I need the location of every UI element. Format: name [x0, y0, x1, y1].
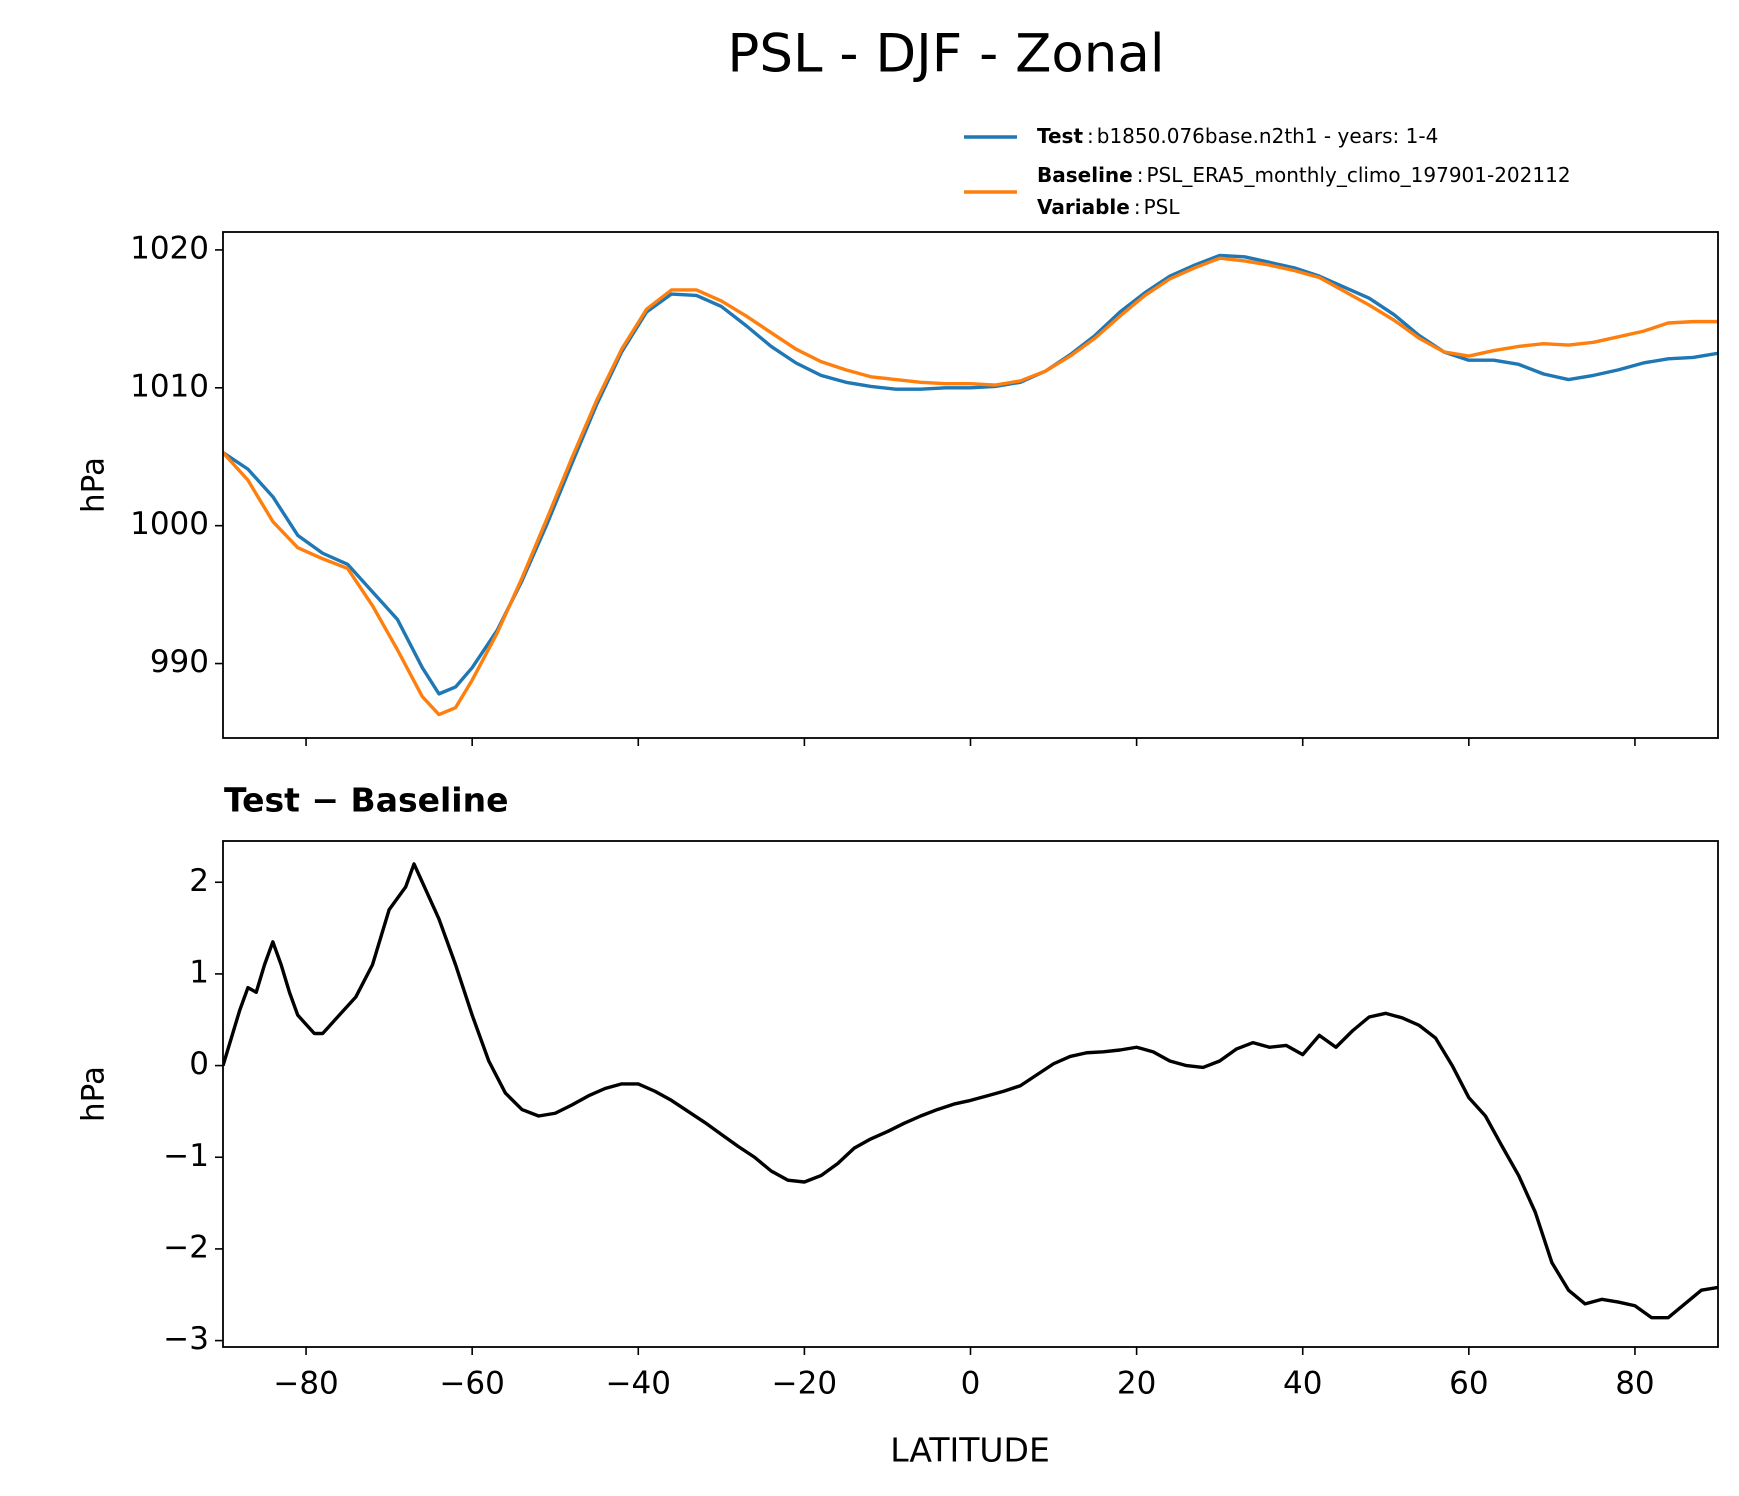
- y-tick-label: −3: [163, 1321, 209, 1357]
- x-tick-label: 40: [1283, 1366, 1322, 1402]
- data-line: [223, 253, 1718, 696]
- y-tick-label: −1: [163, 1138, 209, 1174]
- x-axis-label: LATITUDE: [890, 1431, 1050, 1470]
- plot-frame: [222, 840, 1719, 1348]
- x-tick-label: 80: [1615, 1366, 1654, 1402]
- y-axis-label: hPa: [76, 1066, 112, 1122]
- x-tick-label: −40: [606, 1366, 671, 1402]
- subplot-title: Test − Baseline: [224, 781, 509, 820]
- legend-separator: :: [1087, 124, 1094, 148]
- legend-separator: :: [1134, 195, 1141, 219]
- legend-text: PSL_ERA5_monthly_climo_197901-202112: [1146, 163, 1570, 187]
- legend-text: PSL: [1144, 195, 1181, 219]
- y-tick-label: 1: [189, 954, 209, 990]
- x-tick-label: −80: [273, 1366, 338, 1402]
- x-tick-label: 0: [961, 1366, 981, 1402]
- y-tick-label: 990: [150, 644, 209, 680]
- y-tick-label: 1010: [130, 368, 209, 404]
- x-tick-label: −20: [772, 1366, 837, 1402]
- plot-frame: [222, 231, 1719, 739]
- y-tick-label: 1000: [130, 506, 209, 542]
- x-tick-label: 60: [1449, 1366, 1488, 1402]
- y-tick-label: 1020: [130, 230, 209, 266]
- legend-text: b1850.076base.n2th1 - years: 1-4: [1097, 124, 1439, 148]
- x-tick-label: 20: [1117, 1366, 1156, 1402]
- data-line: [223, 256, 1718, 717]
- figure-title: PSL - DJF - Zonal: [727, 24, 1164, 85]
- y-tick-label: 2: [189, 863, 209, 899]
- legend-name: Baseline: [1037, 163, 1133, 187]
- legend-separator: :: [1137, 163, 1144, 187]
- legend-entry: Test: b1850.076base.n2th1 - years: 1-4: [1037, 124, 1438, 148]
- x-tick-label: −60: [439, 1366, 504, 1402]
- legend-name: Variable: [1037, 195, 1130, 219]
- legend-entry: Baseline: PSL_ERA5_monthly_climo_197901-2…: [1037, 163, 1571, 187]
- legend-name: Test: [1037, 124, 1083, 148]
- y-tick-label: −2: [163, 1229, 209, 1265]
- data-line: [223, 862, 1718, 1320]
- y-tick-label: 0: [189, 1046, 209, 1082]
- y-axis-label: hPa: [76, 457, 112, 513]
- legend-entry: Variable: PSL: [1037, 195, 1180, 219]
